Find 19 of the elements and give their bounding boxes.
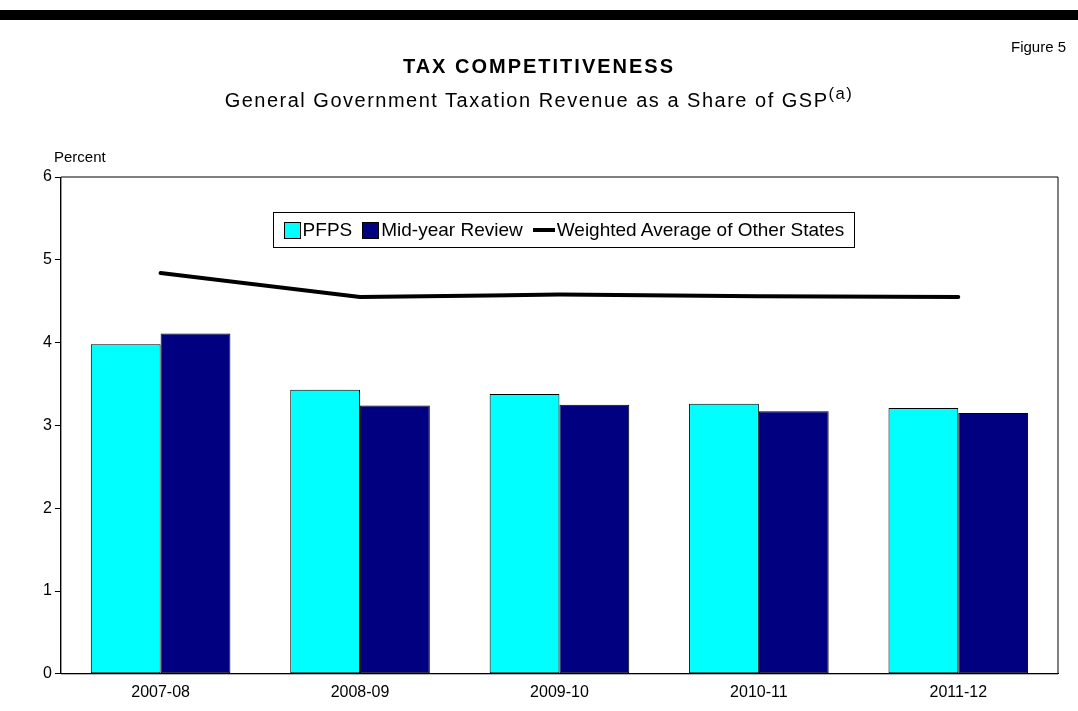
y-axis-title: Percent	[54, 148, 106, 165]
x-tick-label: 2007-08	[131, 682, 191, 700]
legend-label: PFPS	[302, 219, 353, 241]
y-tick-label: 5	[42, 250, 52, 268]
legend-label: Mid-year Review	[381, 219, 523, 241]
caption: Figure 5	[1010, 38, 1066, 55]
y-tick-label: 1	[42, 581, 52, 599]
x-tick-label: 2010-11	[730, 682, 788, 700]
y-tick-label: 3	[42, 415, 52, 433]
legend-label: Weighted Average of Other States	[556, 219, 845, 241]
y-tick-label: 4	[42, 333, 52, 351]
y-tick-label: 0	[42, 664, 52, 682]
x-tick-label: 2011-12	[929, 682, 988, 700]
chart-subtitle: General Government Taxation Revenue as a Share of GSP$^{(a)}$	[223, 84, 855, 112]
x-tick-label: 2009-10	[530, 682, 589, 700]
y-tick-label: 6	[42, 167, 52, 185]
x-tick-label: 2008-09	[330, 682, 390, 700]
chart-title: TAX COMPETITIVENESS	[401, 55, 677, 78]
y-tick-label: 2	[42, 498, 52, 516]
